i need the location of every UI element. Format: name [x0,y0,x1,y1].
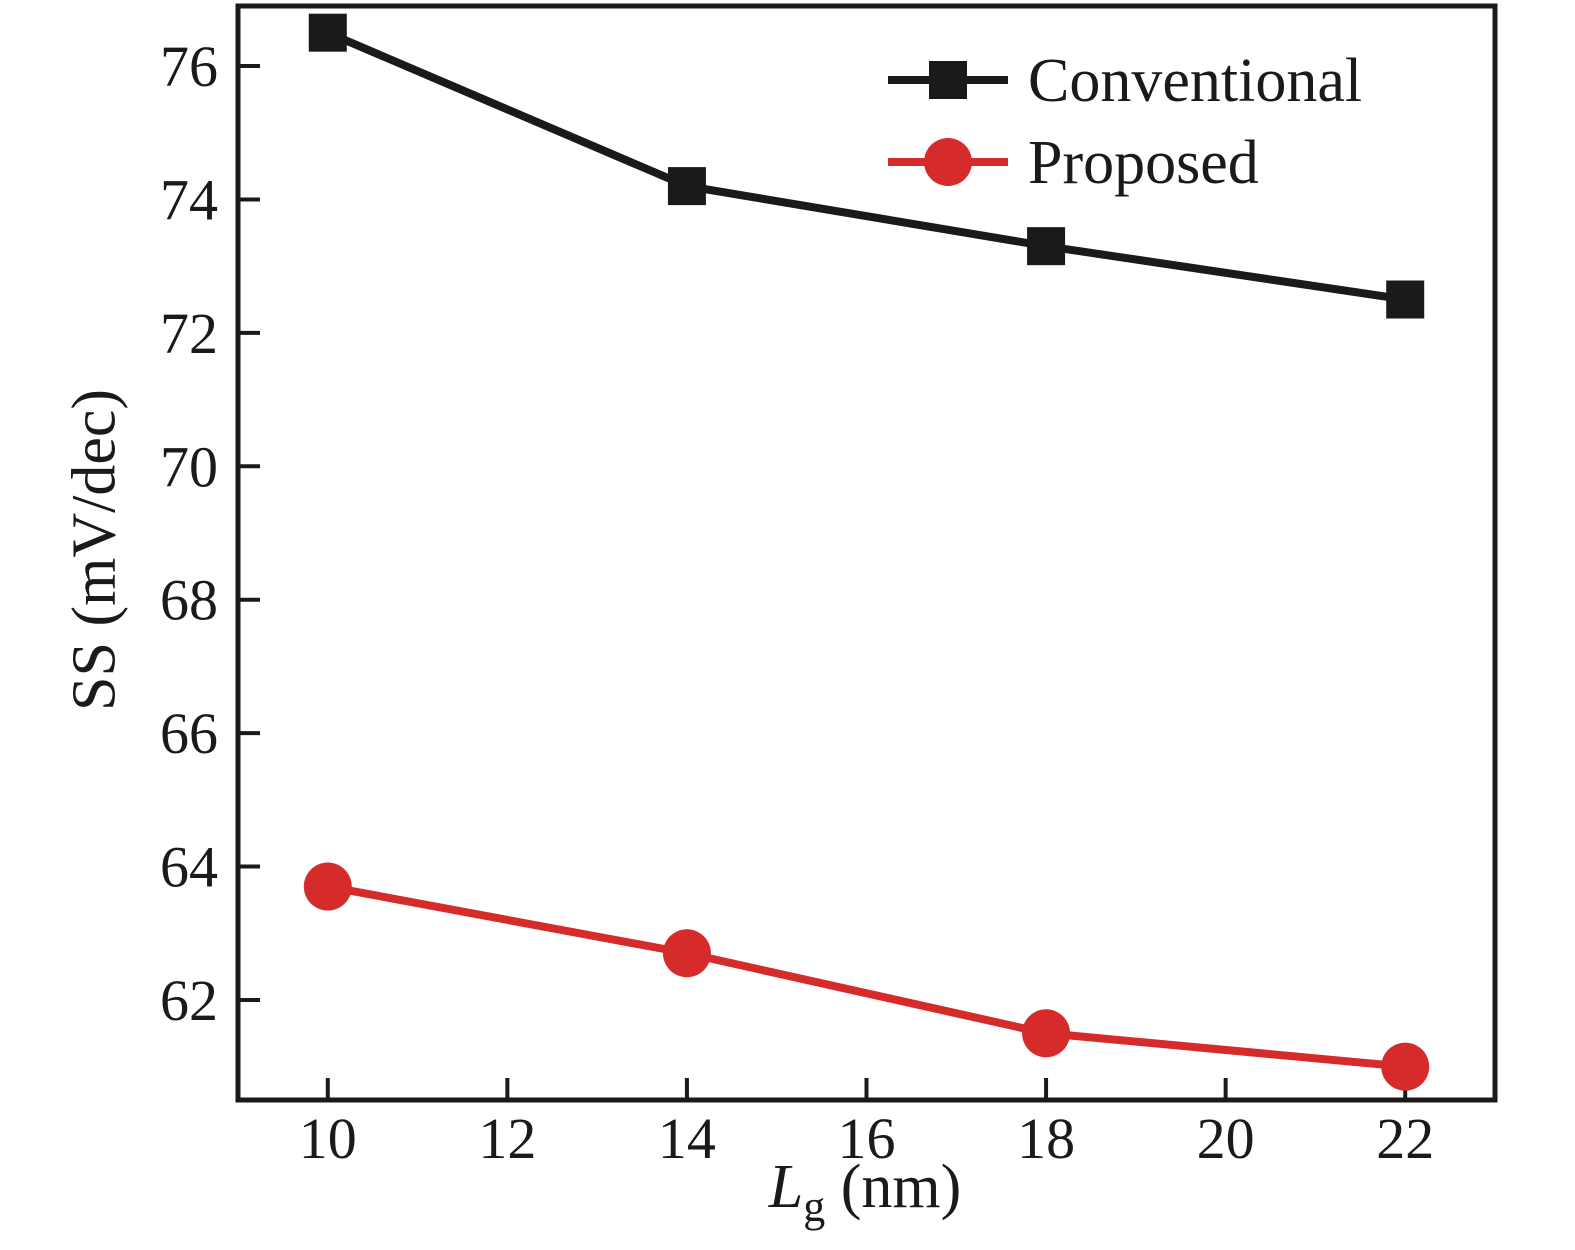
series-line-proposed [323,882,1410,1071]
series-line-conventional [323,28,1410,304]
plot-frame [235,3,1498,1103]
data-point-proposed [1022,1009,1071,1058]
y-tick-label: 74 [160,167,218,232]
data-point-proposed [1381,1042,1430,1091]
legend-label-proposed: Proposed [1028,129,1259,197]
x-tick-label: 10 [299,1106,357,1171]
x-tick-label: 16 [838,1106,896,1171]
x-axis-title-subscript: g [803,1182,826,1231]
y-tick-label: 70 [160,434,218,499]
x-tick-label: 20 [1197,1106,1255,1171]
y-tick-label: 76 [160,34,218,99]
x-tick-label: 12 [478,1106,536,1171]
y-tick-label: 64 [160,835,218,900]
legend-label-conventional: Conventional [1028,47,1362,115]
y-tick-label: 68 [160,568,218,633]
x-axis-title: Lg (nm) [769,1152,962,1232]
data-point-conventional [308,13,347,52]
data-point-conventional [1386,280,1425,319]
data-point-conventional [667,167,706,206]
data-point-proposed [662,929,711,978]
data-point-conventional [1027,227,1066,266]
x-axis-title-units: (nm) [825,1153,962,1221]
y-tick-label: 62 [160,968,218,1033]
data-point-proposed [303,862,352,911]
x-axis-title-symbol: L [768,1153,804,1221]
y-tick-label: 72 [160,301,218,366]
legend-marker-proposed [924,138,972,186]
legend-marker-conventional [929,61,967,99]
x-tick-label: 14 [658,1106,716,1171]
x-tick-label: 18 [1017,1106,1075,1171]
y-tick-label: 66 [160,701,218,766]
y-axis-title: SS (mV/dec) [60,388,129,712]
x-tick-label: 22 [1376,1106,1434,1171]
